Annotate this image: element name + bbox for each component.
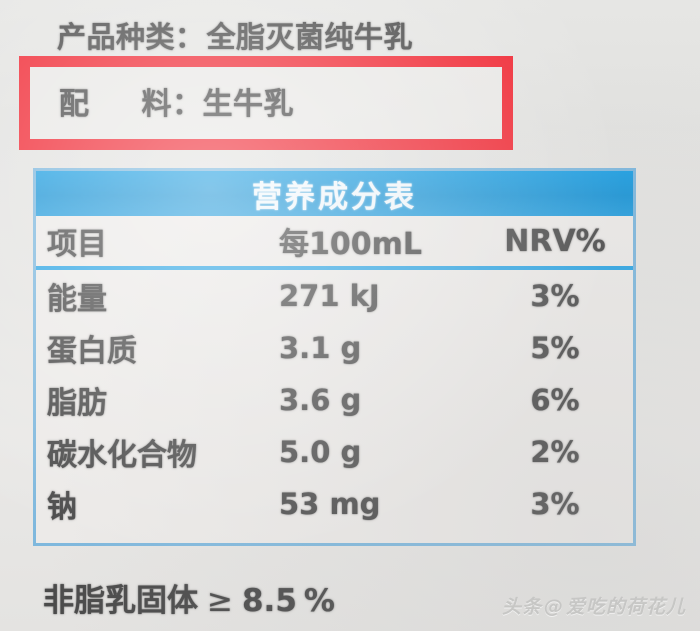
ingredients-highlight-box: 配 料：生牛乳 [19,56,513,150]
row-item-amount: 271 kJ [279,279,380,313]
greater-or-equal-icon: ≥ [207,583,233,619]
row-item-name: 碳水化合物 [47,438,197,473]
row-item-amount: 53 mg [279,487,381,521]
row-item-nrv: 3% [530,279,580,313]
nonfat-milk-solids-line: 非脂乳固体 ≥8.5% [43,575,335,620]
ingredients-label-first-char: 配 [59,87,90,122]
row-item-name: 钠 [47,490,77,525]
watermark-at-symbol: @ [543,596,564,618]
watermark-username: 爱吃的荷花儿 [565,596,686,618]
column-header-item: 项目 [47,227,107,262]
product-type-line: 产品种类：全脂灭菌纯牛乳 [57,14,413,56]
nutrition-table-title-band: 营养成分表 [36,171,633,216]
row-item-nrv: 2% [530,435,580,469]
table-row: 脂肪 3.6 g 6% [36,374,633,426]
ingredients-value: 生牛乳 [202,87,294,122]
ingredients-label-second-part: 料： [141,87,203,122]
watermark-platform: 头条 [501,596,542,618]
row-item-nrv: 5% [530,331,580,365]
product-type-value: 全脂灭菌纯牛乳 [206,20,414,54]
watermark: 头条 @ 爱吃的荷花儿 [502,592,686,619]
row-item-name: 脂肪 [47,386,107,421]
nutrition-facts-table: 营养成分表 项目 每100mL NRV% 能量 271 kJ 3% 蛋白质 3.… [33,168,636,546]
row-item-amount: 3.6 g [279,383,362,417]
nonfat-solids-value: 8.5 [241,583,297,619]
nutrition-table-title: 营养成分表 [252,179,417,215]
row-item-amount: 3.1 g [279,331,362,365]
nonfat-solids-unit: % [303,583,335,619]
row-item-amount: 5.0 g [279,435,362,469]
table-row: 碳水化合物 5.0 g 2% [36,426,633,478]
ingredients-box-inner: 配 料：生牛乳 [30,67,502,139]
nonfat-solids-label: 非脂乳固体 [43,583,198,619]
product-type-label: 产品种类： [57,20,205,54]
table-row: 钠 53 mg 3% [36,478,633,530]
table-row: 蛋白质 3.1 g 5% [36,322,633,374]
ingredients-line: 配 料：生牛乳 [59,79,294,123]
row-item-name: 蛋白质 [47,334,137,369]
nutrition-table-header-row: 项目 每100mL NRV% [36,216,633,270]
row-item-nrv: 3% [530,487,580,521]
column-header-amount: 每100mL [279,227,422,262]
table-row: 能量 271 kJ 3% [36,270,633,322]
row-item-name: 能量 [47,282,107,317]
row-item-nrv: 6% [530,383,580,417]
column-header-nrv: NRV% [504,223,606,259]
